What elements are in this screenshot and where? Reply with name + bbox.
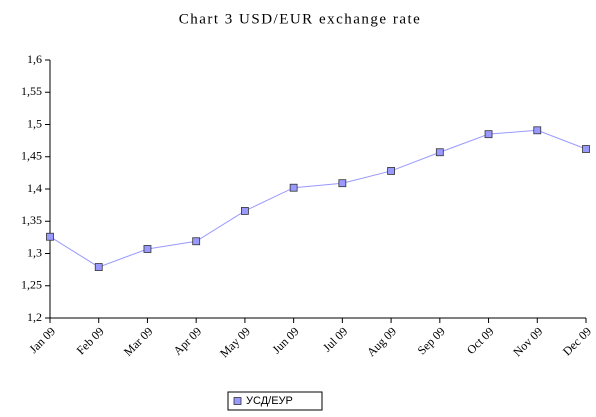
point bbox=[94, 263, 103, 271]
x-tick-label: Jan 09 bbox=[26, 324, 58, 356]
y-tick-label: 1,4 bbox=[27, 181, 42, 195]
x-tick-label: Jul 09 bbox=[320, 324, 350, 354]
point bbox=[143, 245, 152, 253]
x-tick-label: Feb 09 bbox=[74, 324, 107, 357]
x-tick-label: Nov 09 bbox=[510, 324, 545, 359]
legend-box bbox=[227, 391, 323, 411]
x-tick-label: Aug 09 bbox=[364, 324, 399, 359]
x-tick-label: Oct 09 bbox=[464, 324, 497, 357]
legend-label: УСД/ЕУР bbox=[246, 395, 293, 407]
point bbox=[338, 179, 347, 188]
point bbox=[582, 145, 590, 153]
x-tick-label: Dec 09 bbox=[560, 324, 594, 358]
y-tick-label: 1,2 bbox=[27, 310, 42, 324]
y-tick-label: 1,45 bbox=[21, 149, 42, 163]
y-tick-label: 1,35 bbox=[21, 213, 42, 227]
x-tick-label: Apr 09 bbox=[171, 324, 205, 358]
point bbox=[387, 167, 395, 175]
x-tick-label: Mar 09 bbox=[121, 324, 156, 359]
point bbox=[289, 183, 298, 192]
series-line bbox=[49, 129, 587, 268]
point bbox=[46, 232, 54, 241]
point bbox=[484, 130, 493, 139]
y-tick-label: 1,55 bbox=[21, 84, 42, 98]
point bbox=[192, 237, 201, 246]
y-tick-label: 1,5 bbox=[27, 116, 42, 130]
point bbox=[533, 126, 542, 135]
point bbox=[435, 148, 444, 157]
x-tick-label: Sep 09 bbox=[415, 324, 448, 357]
y-tick-label: 1,3 bbox=[27, 245, 42, 259]
y-tick-label: 1,25 bbox=[21, 278, 42, 292]
chart-title: Chart 3 USD/EUR exchange rate bbox=[179, 11, 422, 27]
point bbox=[241, 207, 249, 215]
x-tick-label: Jun 09 bbox=[269, 324, 301, 356]
legend-swatch bbox=[233, 397, 242, 405]
x-tick-label: May 09 bbox=[217, 324, 253, 360]
y-tick-label: 1,6 bbox=[27, 52, 42, 66]
